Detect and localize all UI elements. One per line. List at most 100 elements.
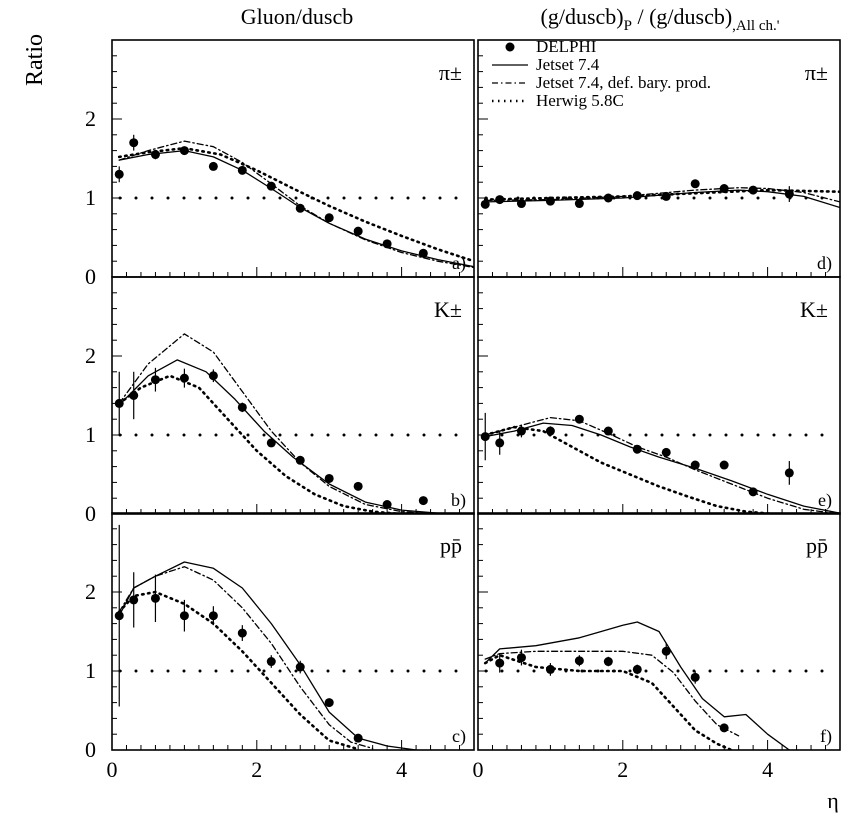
panel-label: e) (818, 490, 832, 511)
data-point (237, 165, 247, 175)
data-point (237, 628, 247, 638)
series-line (118, 149, 474, 268)
panel-label: f) (820, 726, 832, 747)
x-tick-label: 0 (107, 757, 118, 782)
y-axis-label: Ratio (22, 34, 48, 86)
data-point (784, 189, 794, 199)
data-point (784, 468, 794, 478)
panel-label: b) (451, 490, 466, 511)
particle-label: pp̄ (806, 533, 828, 558)
panel-frame (477, 276, 841, 515)
data-point (661, 646, 671, 656)
curves (483, 416, 840, 514)
panels: 0 1 2 π± a) 0 1 2 K± b) 0 1 2 0 2 4 pp̄ c) π± d) K± e) 0 2 4 pp̄ f… (85, 39, 841, 782)
data-point (418, 248, 428, 258)
curves (117, 561, 417, 750)
y-tick-label: 0 (85, 737, 96, 762)
data-point (545, 664, 555, 674)
data-point (150, 593, 160, 603)
x-tick-label: 2 (617, 757, 628, 782)
data-point (690, 672, 700, 682)
data-points (114, 367, 428, 510)
data-points (480, 179, 794, 209)
y-tick-label: 0 (85, 501, 96, 526)
series-line (484, 189, 840, 209)
data-point (114, 169, 124, 179)
data-point (418, 496, 428, 506)
data-point (574, 656, 584, 666)
data-point (516, 426, 526, 436)
data-point (632, 444, 642, 454)
data-point (324, 698, 334, 708)
data-point (179, 373, 189, 383)
data-point (353, 226, 363, 236)
series-line (117, 374, 403, 514)
data-point (495, 195, 505, 205)
panel-b: 0 1 2 K± b) (85, 276, 475, 526)
panel-e: K± e) (477, 276, 841, 515)
data-point (516, 199, 526, 209)
data-point (295, 203, 305, 213)
data-point (129, 391, 139, 400)
data-point (295, 662, 305, 672)
data-point (574, 414, 584, 424)
series-line (118, 359, 439, 514)
series-line (118, 561, 417, 750)
data-point (114, 611, 124, 621)
data-points (114, 524, 363, 743)
data-point (480, 432, 490, 442)
series-line (117, 590, 360, 750)
data-point (661, 191, 671, 201)
y-tick-label: 2 (85, 579, 96, 604)
data-point (208, 161, 218, 171)
data-point (150, 375, 160, 385)
data-point (719, 460, 729, 470)
series-line (484, 422, 840, 514)
data-point (661, 447, 671, 457)
data-point (179, 611, 189, 621)
y-tick-label: 0 (85, 264, 96, 289)
data-point (324, 473, 334, 483)
data-point (114, 398, 124, 408)
y-tick-label: 1 (85, 658, 96, 683)
column-title-right: (g/duscb)P / (g/duscb),All ch.' (541, 4, 780, 34)
series-line (484, 621, 790, 750)
curves (483, 621, 790, 750)
data-point (632, 191, 642, 201)
data-point (545, 196, 555, 206)
y-tick-label: 2 (85, 106, 96, 131)
series-line (117, 146, 474, 263)
y-tick-label: 1 (85, 422, 96, 447)
data-point (208, 611, 218, 621)
legend-label: Jetset 7.4, def. bary. prod. (536, 73, 711, 92)
legend-label: DELPHI (536, 37, 597, 56)
data-point (266, 657, 276, 667)
y-tick-label: 2 (85, 343, 96, 368)
particle-label: pp̄ (440, 533, 462, 558)
particle-label: K± (434, 297, 462, 322)
data-point (150, 150, 160, 160)
series-line (483, 653, 733, 750)
data-point (545, 426, 555, 436)
data-point (748, 487, 758, 497)
data-point (129, 138, 139, 148)
panel-c: 0 1 2 0 2 4 pp̄ c) (85, 512, 475, 782)
particle-label: π± (805, 60, 828, 85)
particle-label: K± (800, 297, 828, 322)
data-points (114, 134, 428, 258)
panel-frame (477, 512, 841, 751)
data-point (295, 455, 305, 465)
data-point (719, 723, 729, 733)
data-point (495, 438, 505, 448)
x-tick-label: 0 (473, 757, 484, 782)
curves (117, 333, 439, 514)
series-line (484, 650, 740, 737)
y-tick-label: 1 (85, 185, 96, 210)
data-point (603, 657, 613, 667)
x-tick-label: 2 (251, 757, 262, 782)
series-line (484, 416, 840, 514)
series-line (118, 140, 474, 269)
data-point (208, 371, 218, 381)
